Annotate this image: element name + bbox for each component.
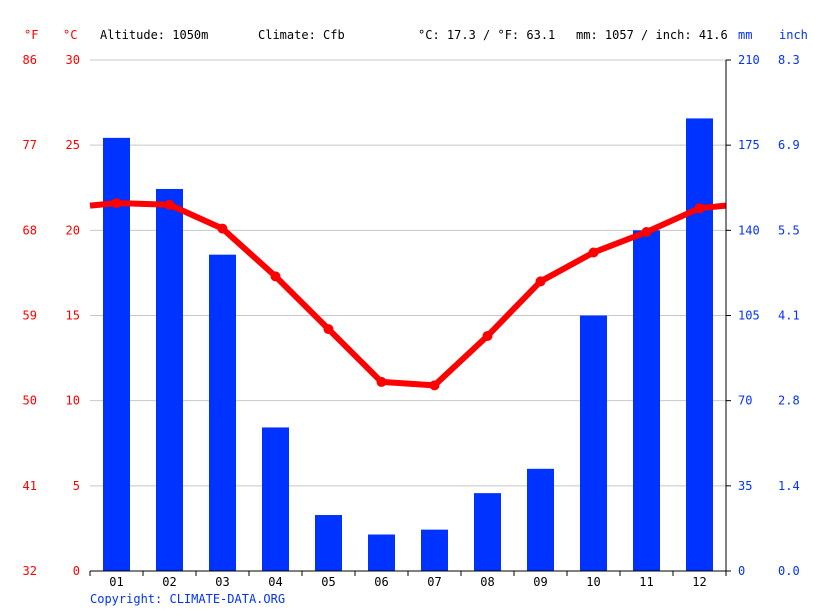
inch-tick-label: 0.0	[778, 564, 800, 578]
mm-tick-label: 210	[738, 53, 760, 67]
mm-tick-label: 35	[738, 479, 752, 493]
fahrenheit-tick-label: 41	[23, 479, 37, 493]
month-tick-label: 09	[533, 575, 547, 589]
month-tick-label: 12	[692, 575, 706, 589]
temperature-point	[111, 198, 122, 209]
temperature-point	[217, 223, 228, 234]
month-tick-label: 02	[162, 575, 176, 589]
fahrenheit-tick-label: 77	[23, 138, 37, 152]
inch-tick-label: 5.5	[778, 223, 800, 237]
inch-tick-label: 4.1	[778, 309, 800, 323]
inch-unit-label: inch	[779, 28, 808, 42]
temperature-point	[429, 380, 440, 391]
fahrenheit-tick-label: 50	[23, 394, 37, 408]
celsius-tick-label: 25	[66, 138, 80, 152]
precipitation-bar	[156, 188, 183, 571]
inch-tick-label: 6.9	[778, 138, 800, 152]
celsius-unit-label: °C	[63, 28, 78, 42]
precipitation-bar	[421, 529, 448, 571]
month-tick-label: 11	[639, 575, 653, 589]
precipitation-bar	[315, 515, 342, 571]
month-tick-label: 07	[427, 575, 441, 589]
precipitation-bar	[633, 230, 660, 572]
precipitation-bar	[262, 427, 289, 571]
mm-tick-label: 0	[738, 564, 745, 578]
fahrenheit-tick-label: 68	[23, 223, 37, 237]
celsius-tick-label: 20	[66, 223, 80, 237]
temperature-point	[323, 324, 334, 335]
mm-unit-label: mm	[738, 28, 753, 42]
temperature-point	[588, 247, 599, 258]
mm-tick-label: 70	[738, 394, 752, 408]
precipitation-bar	[474, 493, 501, 571]
month-tick-label: 05	[321, 575, 335, 589]
fahrenheit-unit-label: °F	[24, 28, 39, 42]
temperature-point	[164, 199, 175, 210]
celsius-tick-label: 15	[66, 309, 80, 323]
temperature-average-label: °C: 17.3 / °F: 63.1	[418, 28, 556, 42]
precipitation-average-label: mm: 1057 / inch: 41.6	[576, 28, 728, 42]
celsius-tick-label: 10	[66, 394, 80, 408]
temperature-point	[535, 276, 546, 287]
month-tick-label: 08	[480, 575, 494, 589]
month-tick-label: 04	[268, 575, 282, 589]
mm-tick-label: 105	[738, 309, 760, 323]
month-tick-label: 01	[109, 575, 123, 589]
fahrenheit-tick-label: 32	[23, 564, 37, 578]
climate-label: Climate: Cfb	[258, 28, 345, 42]
precipitation-bar	[103, 137, 130, 571]
temperature-series-line	[89, 200, 727, 389]
precipitation-bar	[527, 468, 554, 571]
inch-tick-label: 2.8	[778, 394, 800, 408]
mm-tick-label: 140	[738, 223, 760, 237]
inch-tick-label: 1.4	[778, 479, 800, 493]
celsius-tick-label: 5	[73, 479, 80, 493]
precipitation-bar	[580, 315, 607, 571]
temperature-point	[376, 376, 387, 387]
temperature-line	[89, 198, 727, 391]
fahrenheit-tick-label: 86	[23, 53, 37, 67]
temperature-point	[270, 271, 281, 282]
celsius-tick-label: 0	[73, 564, 80, 578]
fahrenheit-tick-label: 59	[23, 309, 37, 323]
temperature-point	[641, 227, 652, 238]
month-tick-label: 10	[586, 575, 600, 589]
precipitation-bar	[209, 254, 236, 571]
altitude-label: Altitude: 1050m	[100, 28, 209, 42]
temperature-point	[694, 203, 705, 214]
axes: 0 32 5 41 10 50 15 59 20 68 25 77 30 86 0 0.0 35 1.4 70 2.8…	[23, 53, 800, 589]
mm-tick-label: 175	[738, 138, 760, 152]
copyright-link[interactable]: Copyright: CLIMATE-DATA.ORG	[90, 592, 286, 606]
month-tick-label: 03	[215, 575, 229, 589]
precipitation-bar	[686, 118, 713, 572]
month-tick-label: 06	[374, 575, 388, 589]
celsius-tick-label: 30	[66, 53, 80, 67]
grid-lines	[90, 59, 726, 487]
precipitation-bars	[103, 118, 713, 572]
inch-tick-label: 8.3	[778, 53, 800, 67]
precipitation-bar	[368, 534, 395, 571]
temperature-point	[482, 330, 493, 341]
